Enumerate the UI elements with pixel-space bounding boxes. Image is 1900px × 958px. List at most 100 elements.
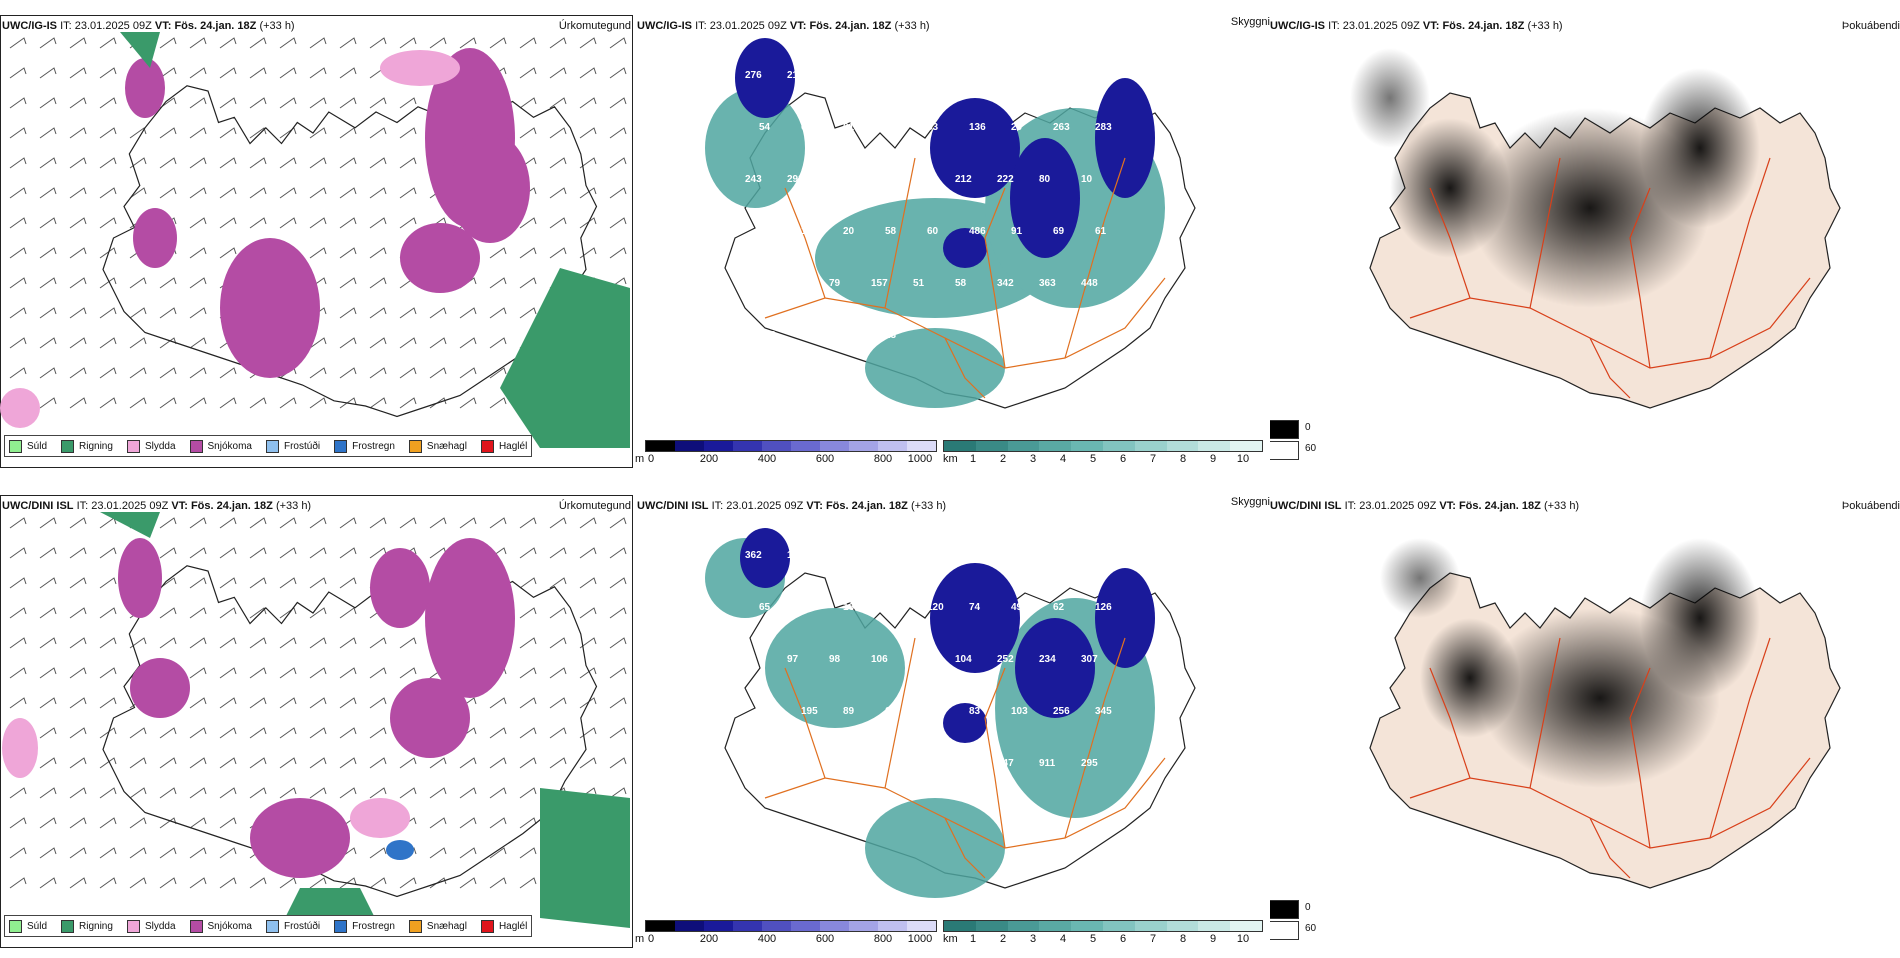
cloud-base-label: 75 xyxy=(885,122,897,133)
legend-item-hail: Haglél xyxy=(480,439,527,453)
cloud-base-label: 197 xyxy=(801,226,818,237)
cloud-base-label: 285 xyxy=(745,758,762,769)
wind-barb xyxy=(129,877,147,889)
wind-barb xyxy=(159,367,177,379)
road xyxy=(1409,757,1811,849)
wind-barb xyxy=(429,337,447,349)
wind-barb xyxy=(69,607,87,619)
wind-barb xyxy=(69,67,87,79)
cloud-base-label: 10 xyxy=(1081,174,1093,185)
wind-barb xyxy=(129,787,147,799)
wind-barb xyxy=(549,37,567,49)
wind-barb xyxy=(9,607,27,619)
wind-barb xyxy=(39,127,57,139)
wind-barb xyxy=(189,667,207,679)
wind-barb xyxy=(9,667,27,679)
wind-barb xyxy=(189,277,207,289)
lead-time: (+33 h) xyxy=(259,20,295,32)
wind-barb xyxy=(39,577,57,589)
wind-barb xyxy=(549,667,567,679)
km-colorbar: km 1 2 3 4 5 6 7 8 9 10 xyxy=(943,439,1270,469)
wind-barb xyxy=(399,157,417,169)
wind-barb xyxy=(339,277,357,289)
precip-type-panel: UWC/IG-IS IT: 23.01.2025 09Z VT: Fös. 24… xyxy=(0,8,635,470)
wind-barb xyxy=(69,367,87,379)
wind-barb xyxy=(309,547,327,559)
wind-barb xyxy=(609,157,627,169)
wind-barb xyxy=(99,277,117,289)
road-network xyxy=(764,157,1166,399)
wind-barb xyxy=(69,127,87,139)
wind-barb xyxy=(579,37,597,49)
wind-barb xyxy=(159,277,177,289)
wind-barb xyxy=(369,97,387,109)
legend-item-freezing-drizzle: Frostúði xyxy=(265,439,320,453)
wind-barb xyxy=(39,337,57,349)
wind-barb xyxy=(249,517,267,529)
wind-barb xyxy=(9,127,27,139)
wind-barb xyxy=(339,97,357,109)
wind-barb xyxy=(159,97,177,109)
panel-frame xyxy=(0,495,633,948)
wind-barb xyxy=(39,307,57,319)
legend-item-snow: Snjókoma xyxy=(189,439,252,453)
wind-barb xyxy=(159,517,177,529)
wind-barb xyxy=(519,577,537,589)
wind-barb xyxy=(219,757,237,769)
cloud-base-label: 347 xyxy=(997,758,1014,769)
wind-barb xyxy=(39,247,57,259)
wind-barb xyxy=(219,97,237,109)
cloud-base-label: 91 xyxy=(1011,226,1023,237)
cloud-map: 276 219 119 117 77 49 32 154 72 54 62 61 75 83 136 20 26… xyxy=(705,38,1196,409)
wind-barb xyxy=(99,577,117,589)
wind-barb xyxy=(309,787,327,799)
cloud-base-label: 107 xyxy=(913,174,930,185)
swatch xyxy=(9,919,22,933)
cloud-base-label: 83 xyxy=(969,706,981,717)
cloud-base-label: 32 xyxy=(997,70,1009,81)
wind-barb xyxy=(249,697,267,709)
wind-barb xyxy=(219,877,237,889)
km-colorbar-strip xyxy=(943,920,1263,932)
cloud-labels: 276 219 119 117 77 49 32 154 72 54 62 61 75 83 136 20 26… xyxy=(745,70,1112,341)
wind-barb xyxy=(489,37,507,49)
cloud-base-label: 74 xyxy=(969,602,981,613)
wind-barb xyxy=(549,157,567,169)
wind-barb xyxy=(309,607,327,619)
wind-barb xyxy=(429,787,447,799)
wind-barb xyxy=(219,67,237,79)
wind-barb xyxy=(99,187,117,199)
wind-barb xyxy=(429,757,447,769)
road xyxy=(764,277,1166,369)
legend-item-freezing-rain: Frostregn xyxy=(334,439,395,453)
wind-barb xyxy=(279,397,297,409)
wind-barb xyxy=(279,67,297,79)
cloud-base-label: 67 xyxy=(745,278,757,289)
legend-item-hail: Haglél xyxy=(480,919,527,933)
cloud-base-label: 97 xyxy=(787,654,799,665)
wind-barb xyxy=(279,217,297,229)
wind-barb xyxy=(99,67,117,79)
wind-barb xyxy=(339,577,357,589)
wind-barb xyxy=(549,127,567,139)
road xyxy=(984,187,1006,369)
wind-barb xyxy=(9,157,27,169)
wind-barb xyxy=(69,187,87,199)
wind-barb xyxy=(399,787,417,799)
wind-barb xyxy=(99,97,117,109)
panel-title: Þokuábendi xyxy=(1841,20,1900,32)
wind-barb xyxy=(339,877,357,889)
wind-barb xyxy=(339,397,357,409)
rain-areas xyxy=(120,32,630,448)
cloud-base-label: 292 xyxy=(787,174,804,185)
wind-barb xyxy=(309,727,327,739)
wind-barb xyxy=(219,577,237,589)
road xyxy=(1709,157,1771,359)
wind-barb xyxy=(459,397,477,409)
swatch xyxy=(265,919,279,933)
fog-map xyxy=(1369,538,1841,889)
road xyxy=(1629,667,1651,849)
wind-barb xyxy=(279,607,297,619)
road xyxy=(1629,187,1651,369)
cloud-base-label: 20 xyxy=(843,226,855,237)
